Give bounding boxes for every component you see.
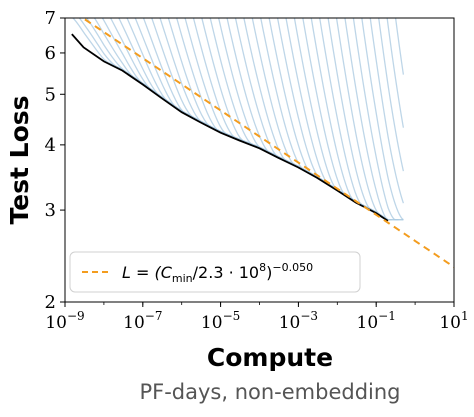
x-axis-sublabel: PF-days, non-embedding [139,380,400,404]
x-tick-label: 10−5 [201,309,240,333]
training-run-curve [234,18,317,177]
frontier-line [71,33,389,222]
training-run-curve [93,18,199,121]
legend: L = (Cmin/2.3 · 108)−0.050 [69,251,361,293]
x-axis-label: Compute [207,343,333,372]
y-tick-label: 4 [45,135,56,156]
x-tick-label: 10−3 [279,309,318,333]
training-runs [71,18,405,221]
legend-box [69,251,361,293]
training-run-curve [361,18,404,221]
x-tick-label: 101 [439,309,468,333]
training-run-curve [378,18,405,172]
power-law-fit [81,18,454,268]
compute-frontier [71,33,389,222]
y-axis-label: Test Loss [5,95,34,224]
y-tick-label: 7 [45,8,56,29]
training-run-curve [394,18,405,75]
fit-line [81,18,454,268]
y-tick-label: 3 [45,200,56,221]
y-tick-label: 2 [45,292,56,313]
training-run-curve [386,18,405,128]
training-run-curve [226,18,310,173]
training-run-curve [344,18,404,221]
x-tick-label: 10−9 [45,309,84,333]
training-run-curve [352,18,404,221]
x-axis-ticks: 10−9 10−7 10−5 10−3 10−1 101 [45,302,469,333]
legend-entry-fit: L = (Cmin/2.3 · 108)−0.050 [122,261,313,285]
training-run-curve [118,18,220,132]
y-tick-label: 6 [45,43,56,64]
training-run-curve [78,18,186,114]
training-run-curve [369,18,405,204]
y-tick-label: 5 [45,84,56,105]
x-tick-label: 10−7 [123,309,162,333]
x-tick-label: 10−1 [357,309,396,333]
y-axis-ticks: 2 3 4 5 6 7 [45,8,65,313]
